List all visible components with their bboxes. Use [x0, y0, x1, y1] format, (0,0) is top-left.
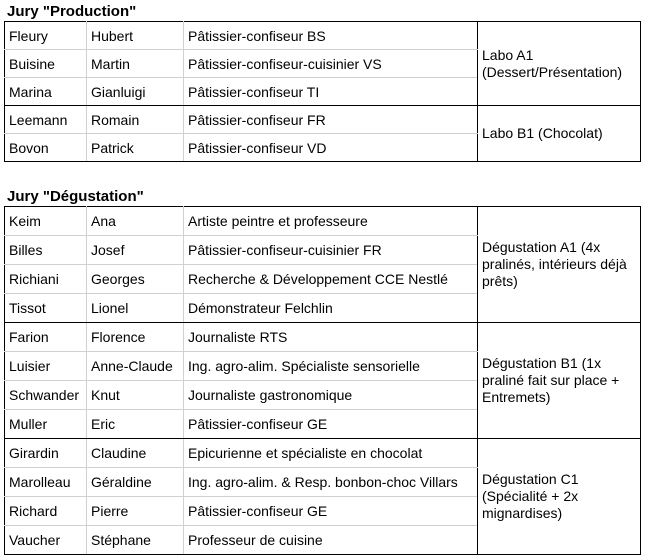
table-row: Richiani Georges Recherche & Développeme… [4, 264, 641, 294]
role-cell: Pâtissier-confiseur FR [183, 105, 478, 134]
last-name-cell: Bovon [4, 133, 87, 162]
first-name-cell: Romain [86, 105, 184, 134]
last-name-cell: Marolleau [4, 467, 87, 497]
first-name-cell: Anne-Claude [86, 351, 184, 381]
first-name-cell: Gianluigi [86, 77, 184, 106]
table-row: Vaucher Stéphane Professeur de cuisine [4, 525, 641, 555]
role-cell: Pâtissier-confiseur VD [183, 133, 478, 162]
table-row: Tissot Lionel Démonstrateur Felchlin [4, 293, 641, 323]
last-name-cell: Richiani [4, 264, 87, 294]
production-jury-title: Jury "Production" [7, 3, 137, 20]
first-name-cell: Stéphane [86, 525, 184, 555]
first-name-cell: Florence [86, 322, 184, 352]
first-name-cell: Claudine [86, 438, 184, 468]
table-row: Farion Florence Journaliste RTS Dégustat… [4, 322, 641, 439]
table-row: Leemann Romain Pâtissier-confiseur FR La… [4, 105, 641, 162]
role-cell: Ing. agro-alim. Spécialiste sensorielle [183, 351, 478, 381]
degustation-jury-table: Keim Ana Artiste peintre et professeure … [4, 206, 641, 555]
table-row: Marina Gianluigi Pâtissier-confiseur TI [4, 77, 641, 106]
table-row: Keim Ana Artiste peintre et professeure … [4, 206, 641, 323]
table-row: Luisier Anne-Claude Ing. agro-alim. Spéc… [4, 351, 641, 381]
location-cell: Dégustation B1 (1x praliné fait sur plac… [477, 322, 641, 439]
table-row: Marolleau Géraldine Ing. agro-alim. & Re… [4, 467, 641, 497]
role-cell: Journaliste RTS [183, 322, 478, 352]
table-row: Schwander Knut Journaliste gastronomique [4, 380, 641, 410]
location-cell: Labo A1 (Dessert/Présentation) [477, 21, 641, 106]
last-name-cell: Vaucher [4, 525, 87, 555]
production-jury-table: Fleury Hubert Pâtissier-confiseur BS Lab… [4, 21, 641, 162]
role-cell: Recherche & Développement CCE Nestlé [183, 264, 478, 294]
role-cell: Epicurienne et spécialiste en chocolat [183, 438, 478, 468]
role-cell: Professeur de cuisine [183, 525, 478, 555]
degustation-jury-section: Jury "Dégustation" Keim Ana Artiste pein… [4, 188, 641, 555]
role-cell: Démonstrateur Felchlin [183, 293, 478, 323]
production-jury-section: Jury "Production" Fleury Hubert Pâtissie… [4, 3, 641, 162]
table-row: Bovon Patrick Pâtissier-confiseur VD [4, 133, 641, 162]
location-cell: Dégustation A1 (4x pralinés, intérieurs … [477, 206, 641, 323]
first-name-cell: Hubert [86, 21, 184, 50]
role-cell: Pâtissier-confiseur GE [183, 496, 478, 526]
last-name-cell: Marina [4, 77, 87, 106]
table-row: Billes Josef Pâtissier-confiseur-cuisini… [4, 235, 641, 265]
location-cell: Dégustation C1 (Spécialité + 2x mignardi… [477, 438, 641, 555]
first-name-cell: Pierre [86, 496, 184, 526]
last-name-cell: Schwander [4, 380, 87, 410]
degustation-jury-title: Jury "Dégustation" [7, 188, 144, 205]
role-cell: Pâtissier-confiseur BS [183, 21, 478, 50]
first-name-cell: Ana [86, 206, 184, 236]
last-name-cell: Leemann [4, 105, 87, 134]
role-cell: Pâtissier-confiseur-cuisinier VS [183, 49, 478, 78]
table-row: Girardin Claudine Epicurienne et spécial… [4, 438, 641, 555]
first-name-cell: Lionel [86, 293, 184, 323]
first-name-cell: Géraldine [86, 467, 184, 497]
last-name-cell: Richard [4, 496, 87, 526]
first-name-cell: Eric [86, 409, 184, 439]
role-cell: Pâtissier-confiseur-cuisinier FR [183, 235, 478, 265]
first-name-cell: Patrick [86, 133, 184, 162]
role-cell: Ing. agro-alim. & Resp. bonbon-choc Vill… [183, 467, 478, 497]
last-name-cell: Luisier [4, 351, 87, 381]
last-name-cell: Muller [4, 409, 87, 439]
location-cell: Labo B1 (Chocolat) [477, 105, 641, 162]
role-cell: Artiste peintre et professeure [183, 206, 478, 236]
role-cell: Pâtissier-confiseur GE [183, 409, 478, 439]
table-row: Buisine Martin Pâtissier-confiseur-cuisi… [4, 49, 641, 78]
last-name-cell: Fleury [4, 21, 87, 50]
first-name-cell: Knut [86, 380, 184, 410]
last-name-cell: Billes [4, 235, 87, 265]
table-row: Richard Pierre Pâtissier-confiseur GE [4, 496, 641, 526]
last-name-cell: Keim [4, 206, 87, 236]
last-name-cell: Buisine [4, 49, 87, 78]
last-name-cell: Girardin [4, 438, 87, 468]
table-row: Fleury Hubert Pâtissier-confiseur BS Lab… [4, 21, 641, 106]
last-name-cell: Tissot [4, 293, 87, 323]
last-name-cell: Farion [4, 322, 87, 352]
first-name-cell: Georges [86, 264, 184, 294]
first-name-cell: Martin [86, 49, 184, 78]
first-name-cell: Josef [86, 235, 184, 265]
role-cell: Pâtissier-confiseur TI [183, 77, 478, 106]
role-cell: Journaliste gastronomique [183, 380, 478, 410]
